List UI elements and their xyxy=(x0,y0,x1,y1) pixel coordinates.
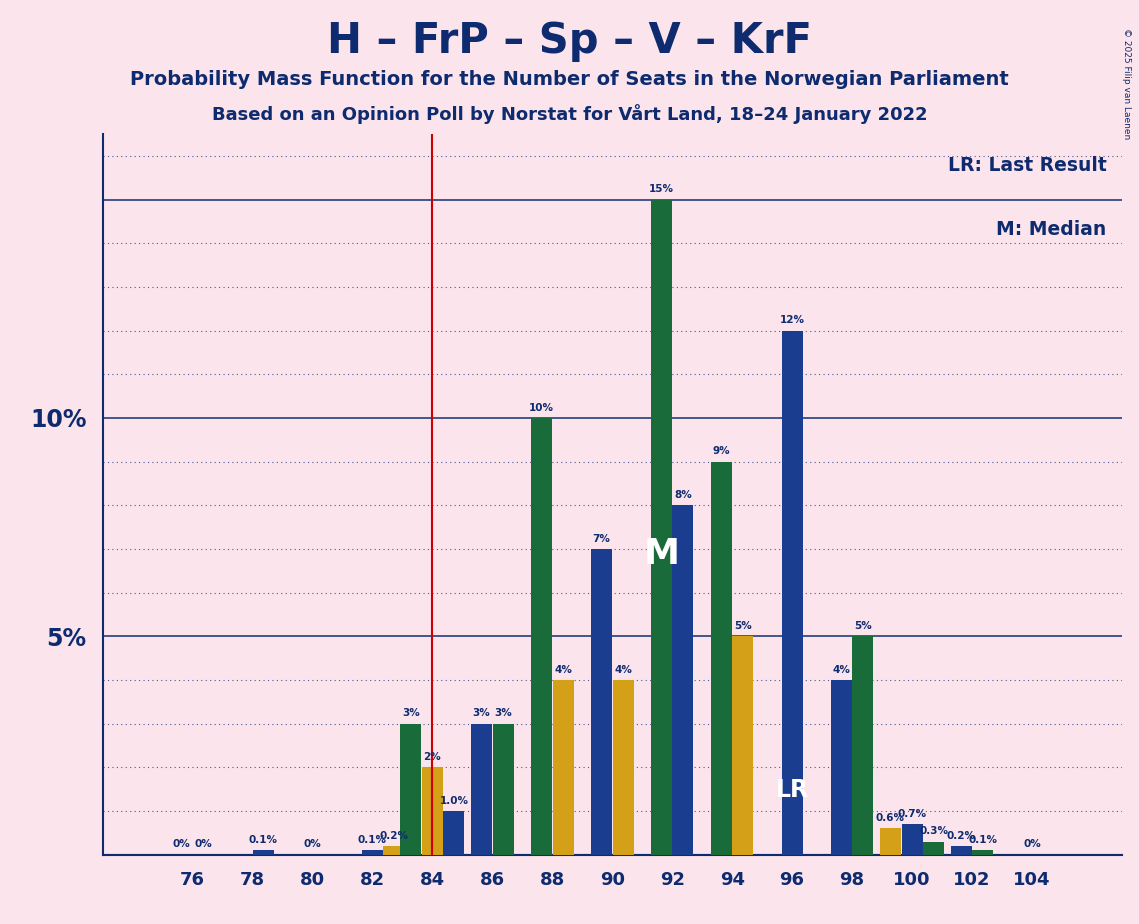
Text: 0.1%: 0.1% xyxy=(248,835,278,845)
Text: 0.1%: 0.1% xyxy=(358,835,387,845)
Bar xyxy=(253,850,273,855)
Text: 3%: 3% xyxy=(402,709,419,719)
Text: 15%: 15% xyxy=(649,184,674,194)
Text: 3%: 3% xyxy=(494,709,511,719)
Text: Based on an Opinion Poll by Norstat for Vårt Land, 18–24 January 2022: Based on an Opinion Poll by Norstat for … xyxy=(212,104,927,125)
Bar xyxy=(472,723,492,855)
Bar xyxy=(852,637,874,855)
Bar xyxy=(531,418,552,855)
Bar xyxy=(443,811,465,855)
Bar xyxy=(400,723,421,855)
Bar xyxy=(384,846,404,855)
Text: 0.7%: 0.7% xyxy=(898,808,927,819)
Text: 5%: 5% xyxy=(734,621,752,631)
Text: 4%: 4% xyxy=(833,664,850,675)
Text: 0.2%: 0.2% xyxy=(947,831,976,841)
Bar xyxy=(591,549,612,855)
Text: M: M xyxy=(644,537,679,571)
Text: 1.0%: 1.0% xyxy=(440,796,468,806)
Bar xyxy=(552,680,574,855)
Text: LR: LR xyxy=(776,778,809,802)
Bar xyxy=(492,723,514,855)
Bar xyxy=(672,505,694,855)
Bar xyxy=(880,829,901,855)
Bar xyxy=(732,637,753,855)
Text: 4%: 4% xyxy=(554,664,572,675)
Text: 4%: 4% xyxy=(614,664,632,675)
Bar xyxy=(421,767,443,855)
Text: 0%: 0% xyxy=(303,840,321,849)
Text: 9%: 9% xyxy=(713,446,730,456)
Bar xyxy=(362,850,383,855)
Text: 8%: 8% xyxy=(674,490,691,500)
Text: © 2025 Filip van Laenen: © 2025 Filip van Laenen xyxy=(1122,28,1131,139)
Text: 0.3%: 0.3% xyxy=(919,826,948,836)
Text: 0.6%: 0.6% xyxy=(876,813,906,823)
Text: Probability Mass Function for the Number of Seats in the Norwegian Parliament: Probability Mass Function for the Number… xyxy=(130,70,1009,90)
Bar xyxy=(613,680,633,855)
Text: 0%: 0% xyxy=(173,840,190,849)
Text: 5%: 5% xyxy=(854,621,871,631)
Bar xyxy=(973,850,993,855)
Bar xyxy=(650,200,672,855)
Text: 10%: 10% xyxy=(528,403,554,413)
Text: 0%: 0% xyxy=(195,840,212,849)
Text: 12%: 12% xyxy=(779,315,804,325)
Text: M: Median: M: Median xyxy=(997,221,1107,239)
Text: 7%: 7% xyxy=(592,534,611,543)
Text: LR: Last Result: LR: Last Result xyxy=(948,155,1107,175)
Bar xyxy=(951,846,972,855)
Bar xyxy=(902,824,923,855)
Text: 0.2%: 0.2% xyxy=(379,831,409,841)
Bar xyxy=(711,462,732,855)
Text: 2%: 2% xyxy=(424,752,441,762)
Text: H – FrP – Sp – V – KrF: H – FrP – Sp – V – KrF xyxy=(327,20,812,62)
Text: 0%: 0% xyxy=(1023,840,1041,849)
Text: 0.1%: 0.1% xyxy=(968,835,998,845)
Bar xyxy=(781,331,803,855)
Bar xyxy=(923,842,944,855)
Text: 3%: 3% xyxy=(473,709,491,719)
Bar xyxy=(830,680,852,855)
